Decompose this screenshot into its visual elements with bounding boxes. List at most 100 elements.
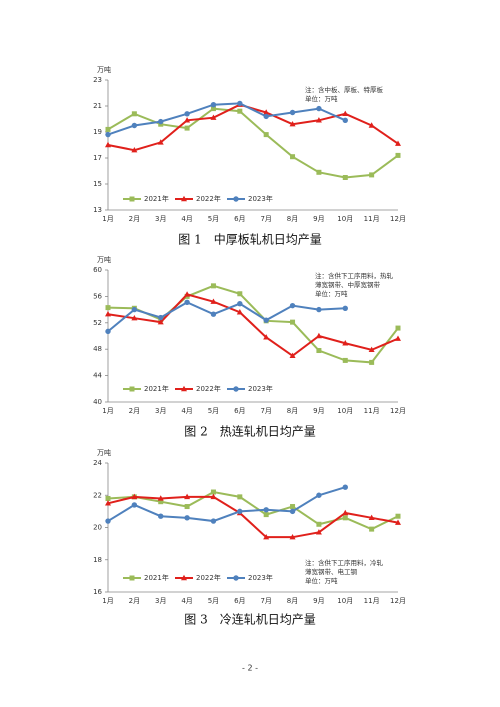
line xyxy=(107,486,346,523)
line xyxy=(107,284,399,364)
y-tick-label: 56 xyxy=(93,292,102,300)
x-tick-label: 1月 xyxy=(102,597,113,605)
marker xyxy=(342,509,349,516)
marker xyxy=(342,175,348,180)
legend-label: 2023年 xyxy=(248,194,273,203)
marker xyxy=(105,141,111,148)
marker xyxy=(158,513,164,519)
marker xyxy=(157,139,164,145)
marker xyxy=(210,106,216,112)
marker xyxy=(181,195,187,202)
marker xyxy=(342,357,348,363)
y-tick-label: 18 xyxy=(93,556,102,564)
caption: 图 2 热连轧机日均产量 xyxy=(184,424,315,439)
line xyxy=(107,490,399,531)
marker xyxy=(131,502,138,508)
line xyxy=(107,103,399,152)
y-axis-label: 万吨 xyxy=(97,448,111,457)
marker xyxy=(131,111,137,117)
marker xyxy=(369,359,375,365)
marker xyxy=(263,109,270,115)
marker xyxy=(184,515,190,521)
legend-label: 2021年 xyxy=(144,194,169,203)
caption: 图 3 冷连轧机日均产量 xyxy=(184,612,315,627)
x-tick-label: 6月 xyxy=(234,407,245,415)
marker xyxy=(368,514,375,521)
marker xyxy=(395,325,401,331)
marker xyxy=(131,314,138,321)
x-tick-label: 9月 xyxy=(313,597,324,605)
x-tick-label: 1月 xyxy=(102,215,113,223)
marker xyxy=(342,340,349,346)
marker xyxy=(184,493,191,500)
marker xyxy=(105,126,111,132)
marker xyxy=(316,105,322,112)
marker xyxy=(105,500,111,506)
marker xyxy=(184,504,190,510)
x-tick-label: 11月 xyxy=(364,215,380,223)
line xyxy=(107,495,399,539)
marker xyxy=(369,526,375,532)
marker xyxy=(395,152,401,158)
marker xyxy=(131,306,138,313)
legend-label: 2023年 xyxy=(248,573,273,582)
legend-label: 2022年 xyxy=(196,384,221,393)
y-tick-label: 40 xyxy=(93,398,102,406)
y-axis-label: 万吨 xyxy=(97,255,111,264)
x-tick-label: 12月 xyxy=(390,407,406,415)
page-number: - 2 - xyxy=(242,664,258,673)
x-tick-label: 10月 xyxy=(337,597,353,605)
marker xyxy=(289,121,296,127)
marker xyxy=(289,508,296,515)
marker xyxy=(129,196,135,202)
marker xyxy=(210,518,217,524)
marker xyxy=(289,302,296,309)
marker xyxy=(263,507,269,513)
note: 注：含中板、厚板、特厚板 xyxy=(305,85,384,94)
marker xyxy=(263,317,269,323)
marker xyxy=(233,575,239,581)
caption: 图 1 中厚板轧机日均产量 xyxy=(178,232,321,247)
x-tick-label: 4月 xyxy=(181,597,192,605)
marker xyxy=(236,309,243,315)
y-tick-label: 13 xyxy=(93,206,102,214)
marker xyxy=(395,140,401,146)
marker xyxy=(105,328,111,335)
marker xyxy=(233,386,239,392)
x-tick-label: 6月 xyxy=(234,597,245,605)
marker xyxy=(342,305,348,311)
marker xyxy=(210,298,217,304)
legend-label: 2021年 xyxy=(144,384,169,393)
y-tick-label: 19 xyxy=(93,128,102,136)
x-tick-label: 6月 xyxy=(234,215,245,223)
note: 单位：万吨 xyxy=(305,576,338,585)
y-tick-label: 44 xyxy=(93,372,102,380)
marker xyxy=(184,291,191,297)
x-tick-label: 2月 xyxy=(129,215,140,223)
y-axis-label: 万吨 xyxy=(97,65,111,74)
note: 注：含供下工序用料，冷轧 xyxy=(305,558,384,567)
marker xyxy=(233,196,239,202)
x-tick-label: 10月 xyxy=(337,407,353,415)
x-tick-label: 2月 xyxy=(129,597,140,605)
marker xyxy=(157,495,164,501)
marker xyxy=(342,515,348,521)
marker xyxy=(342,484,348,490)
marker xyxy=(316,521,322,527)
x-tick-label: 11月 xyxy=(364,407,380,415)
legend-label: 2022年 xyxy=(196,573,221,582)
x-tick-label: 5月 xyxy=(208,407,219,415)
y-tick-label: 16 xyxy=(93,588,102,596)
marker xyxy=(237,291,243,297)
marker xyxy=(210,489,216,495)
line xyxy=(107,293,399,358)
marker xyxy=(316,348,322,354)
x-tick-label: 3月 xyxy=(155,597,166,605)
x-tick-label: 5月 xyxy=(208,215,219,223)
x-tick-label: 7月 xyxy=(260,597,271,605)
y-tick-label: 15 xyxy=(93,180,102,188)
y-tick-label: 52 xyxy=(93,319,102,327)
y-tick-label: 24 xyxy=(93,459,102,467)
marker xyxy=(395,335,401,341)
